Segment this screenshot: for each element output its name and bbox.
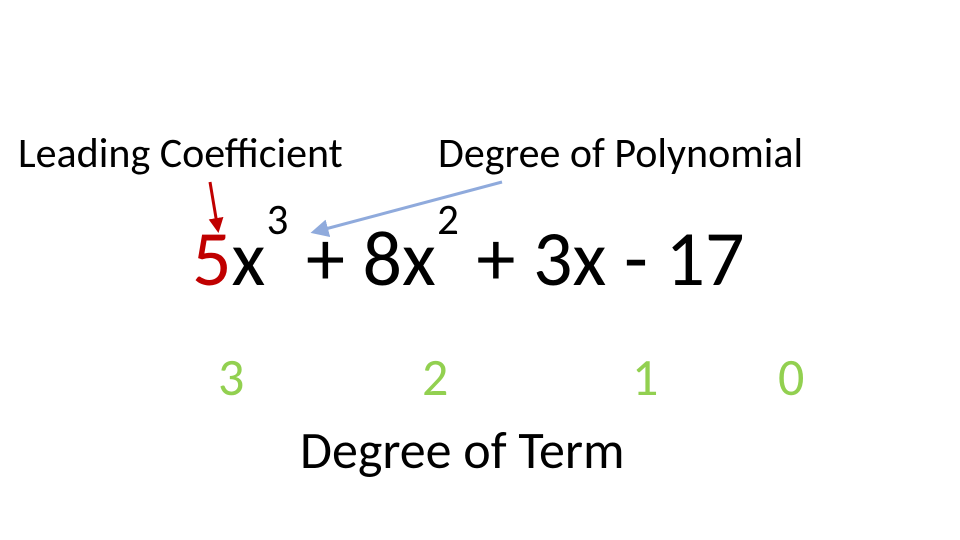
label-degree-of-polynomial: Degree of Polynomial (438, 128, 803, 179)
term3-variable: x (573, 211, 607, 306)
term1-variable: x (232, 211, 266, 306)
leading-coefficient-value: 5 (192, 211, 232, 306)
term2-variable: x (402, 211, 436, 306)
term1-exponent: 3 (267, 193, 289, 246)
operator-plus-2: + (459, 211, 533, 306)
term2-exponent: 2 (437, 193, 459, 246)
term3-coefficient: 3 (533, 211, 573, 306)
operator-plus-1: + (288, 211, 362, 306)
term-degree-2: 1 (632, 345, 658, 409)
polynomial-expression: 5x3 + 8x2 + 3x - 17 (192, 220, 745, 298)
term-degree-3: 0 (778, 345, 804, 409)
label-leading-coefficient: Leading Coefficient (18, 128, 343, 179)
term-degree-1: 2 (422, 345, 448, 409)
term2-coefficient: 8 (363, 211, 403, 306)
term-degree-0: 3 (218, 345, 244, 409)
operator-minus: - (606, 211, 665, 306)
label-degree-of-term: Degree of Term (300, 418, 625, 482)
diagram-stage: Leading Coefficient Degree of Polynomial… (0, 0, 960, 540)
term4-constant: 17 (666, 211, 745, 306)
